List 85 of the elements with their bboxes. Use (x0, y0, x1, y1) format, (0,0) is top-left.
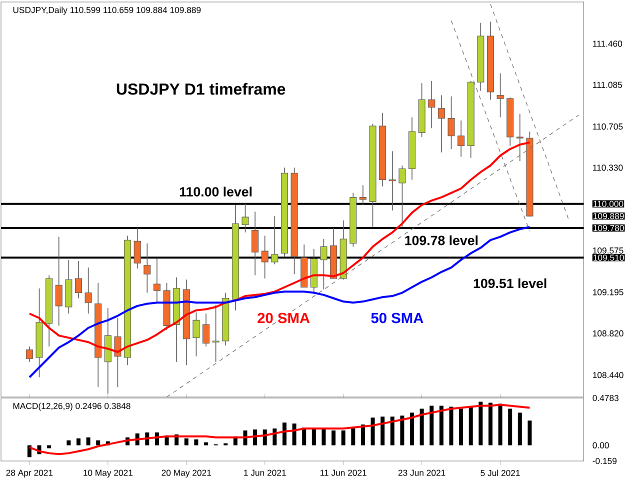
ref-line-label: 110.00 level (180, 186, 252, 197)
bar (410, 412, 414, 446)
bar (322, 428, 326, 446)
candlestick (320, 238, 328, 290)
y-tick-label: 108.440 (593, 372, 624, 378)
bar (312, 428, 316, 446)
x-tick-label: 1 Jun 2021 (244, 470, 286, 476)
y-tick-label: 0.4783 (592, 394, 618, 402)
bar (439, 406, 444, 446)
ref-line-label: 109.78 level (405, 235, 478, 246)
candlestick (458, 120, 465, 158)
candlestick (252, 211, 259, 276)
bar (518, 412, 522, 446)
candlestick (448, 96, 455, 150)
bar (194, 439, 198, 446)
y-tick-label: 109.195 (593, 289, 624, 296)
ref-line-label: 109.51 level (474, 278, 546, 288)
candlestick (271, 216, 278, 265)
candlestick (212, 304, 220, 362)
y-tick-label: 110.000 (594, 200, 624, 207)
bar (449, 406, 454, 446)
y-tick-label: 111.085 (593, 82, 622, 88)
text: USDJPY,Daily 110.599 110.659 109.884 109.889 (13, 6, 201, 15)
bar (184, 438, 188, 446)
x-tick-label: 11 Jun 2021 (320, 470, 366, 476)
bar (459, 408, 464, 446)
x-tick-label: 10 May 2021 (84, 470, 133, 478)
bar (282, 422, 286, 446)
candlestick (516, 114, 524, 162)
bar (341, 430, 346, 446)
candlestick (242, 203, 249, 233)
candlestick (428, 80, 436, 129)
candlestick (398, 165, 406, 228)
candlestick (261, 235, 268, 279)
y-tick-label: 109.575 (593, 247, 624, 254)
y-tick-label: 110.705 (593, 123, 623, 130)
candlestick (144, 242, 151, 294)
candlestick (153, 258, 160, 304)
x-tick-label: 20 May 2021 (162, 470, 212, 478)
bar (66, 440, 71, 446)
y-tick-label: 109.510 (594, 254, 624, 261)
bar (96, 440, 100, 446)
candlestick (438, 94, 445, 153)
candlestick (84, 267, 92, 314)
candlestick (55, 236, 62, 326)
y-tick-label: 111.460 (593, 40, 622, 47)
bar (204, 442, 208, 446)
bar (332, 430, 336, 446)
candlestick (496, 72, 504, 118)
text: MACD(12,26,9) 0.2496 0.3848 (13, 402, 130, 411)
bar (478, 402, 483, 446)
bar (488, 402, 492, 446)
candlestick (74, 260, 82, 299)
y-tick-label: 110.330 (593, 164, 623, 171)
y-tick-label: 109.780 (594, 224, 624, 232)
candlestick (388, 150, 396, 211)
y-tick-label: 108.820 (593, 330, 624, 336)
candlestick (359, 184, 366, 206)
x-tick-label: 23 Jun 2021 (398, 470, 446, 476)
bar (430, 406, 434, 446)
bar (420, 408, 424, 446)
y-tick-label: -0.159 (592, 458, 617, 464)
bar (528, 420, 532, 446)
y-tick-label: 0.00 (592, 442, 609, 448)
bar (508, 408, 512, 446)
candlestick (134, 228, 141, 270)
bar (498, 404, 502, 446)
x-tick-label: 5 Jul 2021 (480, 470, 520, 476)
candlestick (202, 313, 210, 347)
candlestick (192, 312, 200, 357)
x-tick-label: 28 Apr 2021 (6, 470, 53, 478)
candlestick (114, 318, 122, 388)
bar (86, 437, 90, 446)
candlestick (26, 346, 33, 362)
series-label: 50 SMA (371, 312, 424, 324)
series-label: 20 SMA (258, 312, 310, 324)
bar (76, 438, 80, 446)
bar (351, 428, 356, 446)
bar (400, 416, 404, 446)
bar (380, 416, 385, 446)
y-tick-label: 109.889 (594, 213, 624, 220)
bar (390, 416, 394, 446)
bar (370, 418, 375, 446)
bar (468, 406, 473, 446)
text: USDJPY D1 timeframe (116, 83, 286, 95)
